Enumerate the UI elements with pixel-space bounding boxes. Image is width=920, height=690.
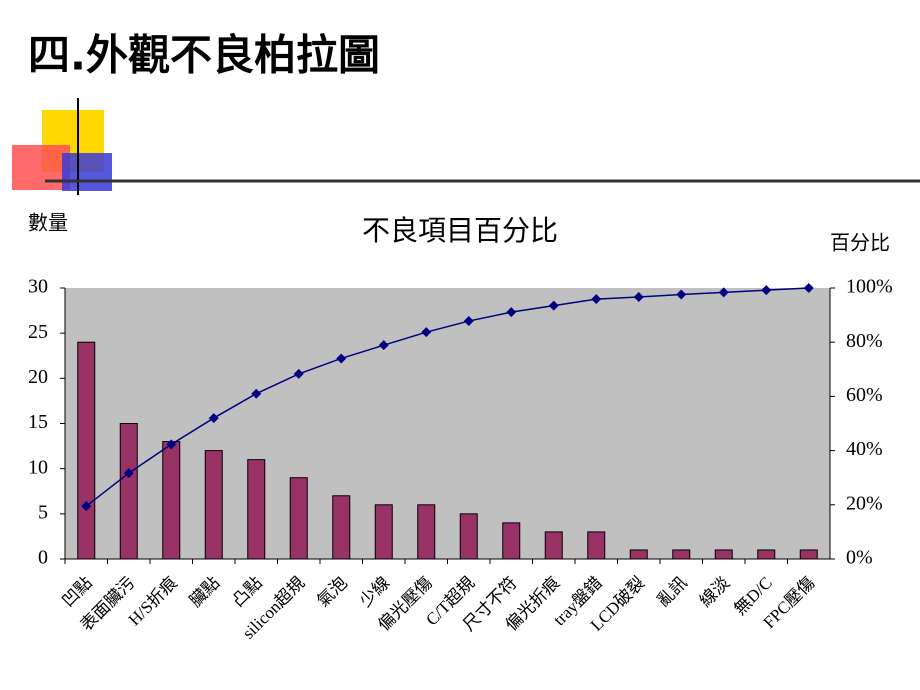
line-marker bbox=[166, 439, 177, 450]
x-tick-label: 線淡 bbox=[696, 573, 733, 610]
line-marker bbox=[378, 340, 389, 351]
bar bbox=[799, 549, 818, 560]
line-marker bbox=[548, 300, 559, 311]
y-tick-label: 25 bbox=[28, 321, 48, 343]
line-marker bbox=[506, 307, 517, 318]
cumulative-line bbox=[85, 287, 809, 507]
bar bbox=[162, 441, 181, 560]
plot-area bbox=[65, 288, 830, 559]
x-tick-label: 凹點 bbox=[58, 573, 95, 610]
line-marker bbox=[208, 413, 219, 424]
y-axis-label: 數量 bbox=[28, 211, 68, 235]
bar bbox=[587, 531, 606, 560]
bar bbox=[544, 531, 563, 560]
bar bbox=[714, 549, 733, 560]
y-tick-label: 20 bbox=[28, 366, 48, 388]
y2-tick-label: 100% bbox=[846, 276, 893, 298]
line-marker bbox=[81, 501, 92, 512]
y-tick-label: 0 bbox=[38, 547, 48, 569]
x-tick-label: 凸點 bbox=[228, 573, 265, 610]
line-marker bbox=[718, 287, 729, 298]
bar bbox=[459, 513, 478, 560]
line-marker bbox=[421, 327, 432, 338]
slide-title: 四.外觀不良柏拉圖 bbox=[28, 31, 380, 80]
x-tick-label: 亂訊 bbox=[653, 573, 690, 610]
line-marker bbox=[463, 316, 474, 327]
y2-tick-label: 40% bbox=[846, 438, 883, 460]
x-tick-label: 少線 bbox=[356, 573, 393, 610]
bar bbox=[77, 341, 96, 560]
line-marker bbox=[591, 294, 602, 305]
bar bbox=[247, 459, 266, 560]
y2-tick-label: 80% bbox=[846, 330, 883, 352]
line-marker bbox=[761, 285, 772, 296]
bar bbox=[204, 450, 223, 560]
bar bbox=[332, 495, 351, 560]
line-marker bbox=[336, 353, 347, 364]
line-marker bbox=[293, 368, 304, 379]
bar bbox=[417, 504, 436, 560]
y2-tick-label: 0% bbox=[846, 547, 873, 569]
chart-title: 不良項目百分比 bbox=[362, 214, 558, 247]
bar bbox=[672, 549, 691, 560]
line-marker bbox=[633, 291, 644, 302]
y2-axis-label: 百分比 bbox=[830, 231, 890, 255]
y2-tick-label: 60% bbox=[846, 384, 883, 406]
line-marker bbox=[803, 283, 814, 293]
bar bbox=[119, 423, 138, 560]
x-tick-label: 氣泡 bbox=[313, 573, 350, 610]
deco-red bbox=[12, 145, 70, 190]
bar bbox=[289, 477, 308, 560]
bar bbox=[374, 504, 393, 560]
bar bbox=[502, 522, 521, 560]
bar bbox=[757, 549, 776, 560]
line-marker bbox=[123, 468, 134, 479]
line-marker bbox=[251, 388, 262, 399]
bar bbox=[629, 549, 648, 560]
line-marker bbox=[676, 289, 687, 300]
y-tick-label: 15 bbox=[28, 411, 48, 433]
y-tick-label: 30 bbox=[28, 276, 48, 298]
x-tick-label: 臟點 bbox=[186, 573, 223, 610]
y-tick-label: 5 bbox=[38, 501, 48, 523]
y-tick-label: 10 bbox=[28, 456, 48, 478]
deco-blue bbox=[62, 153, 112, 191]
y2-tick-label: 20% bbox=[846, 492, 883, 514]
